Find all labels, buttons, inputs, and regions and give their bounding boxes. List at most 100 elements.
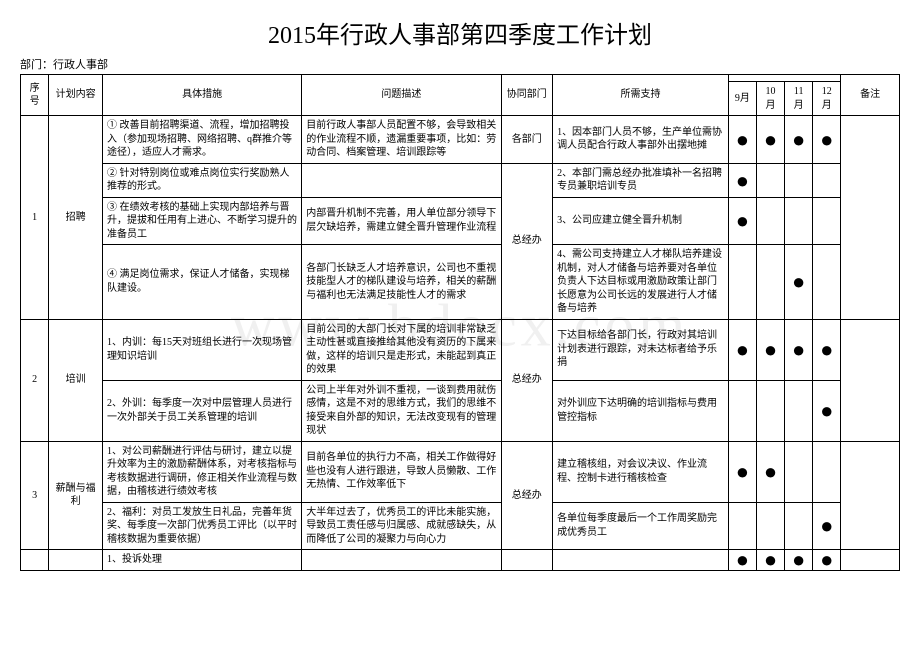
table-row: ③ 在绩效考核的基础上实现内部培养与晋升，提拔和任用有上进心、不断学习提升的准备…	[21, 197, 900, 245]
measure-cell: ② 针对特别岗位或难点岗位实行奖励熟人推荐的形式。	[103, 163, 302, 197]
month-cell: ●	[813, 319, 841, 380]
problem-cell: 内部晋升机制不完善，用人单位部分领导下层欠缺培养，需建立健全晋升管理作业流程	[302, 197, 501, 245]
problem-cell	[302, 163, 501, 197]
measure-cell: 1、内训：每15天对班组长进行一次现场管理知识培训	[103, 319, 302, 380]
month-cell: ●	[756, 550, 784, 571]
th-coop: 协同部门	[501, 75, 553, 116]
problem-cell: 目前各单位的执行力不高，相关工作做得好些也没有人进行跟进，导致人员懒散、工作无热…	[302, 441, 501, 502]
support-cell: 下达目标给各部门长，行政对其培训计划表进行跟踪，对未达标者给予乐捐	[553, 319, 729, 380]
month-cell	[756, 380, 784, 441]
measure-cell: ③ 在绩效考核的基础上实现内部培养与晋升，提拔和任用有上进心、不断学习提升的准备…	[103, 197, 302, 245]
coop-cell: 各部门	[501, 116, 553, 164]
table-row: ④ 满足岗位需求，保证人才储备，实现梯队建设。各部门长缺乏人才培养意识，公司也不…	[21, 245, 900, 320]
month-cell	[813, 163, 841, 197]
table-row: 2、外训：每季度一次对中层管理人员进行一次外部关于员工关系管理的培训公司上半年对…	[21, 380, 900, 441]
table-row: 1、投诉处理●●●●	[21, 550, 900, 571]
coop-cell: 总经办	[501, 441, 553, 550]
table-row: 2、福利：对员工发放生日礼品，完善年货奖、每季度一次部门优秀员工评比（以平时稽核…	[21, 502, 900, 550]
month-cell	[756, 163, 784, 197]
plan-cell: 薪酬与福利	[49, 441, 103, 550]
th-support: 所需支持	[553, 75, 729, 116]
table-row: 1招聘① 改善目前招聘渠道、流程，增加招聘投入（参加现场招聘、网络招聘、q群推介…	[21, 116, 900, 164]
th-m9: 9月	[728, 82, 756, 116]
month-cell: ●	[785, 116, 813, 164]
table-row: 3薪酬与福利1、对公司薪酬进行评估与研讨，建立以提升效率为主的激励薪酬体系，对考…	[21, 441, 900, 502]
month-cell	[813, 441, 841, 502]
month-cell	[728, 380, 756, 441]
seq-cell: 1	[21, 116, 49, 320]
th-m11: 11月	[785, 82, 813, 116]
month-cell: ●	[728, 441, 756, 502]
month-cell: ●	[785, 319, 813, 380]
support-cell	[553, 550, 729, 571]
th-note: 备注	[841, 75, 900, 116]
plan-cell	[49, 550, 103, 571]
month-cell: ●	[756, 319, 784, 380]
measure-cell: ① 改善目前招聘渠道、流程，增加招聘投入（参加现场招聘、网络招聘、q群推介等途径…	[103, 116, 302, 164]
th-months-group	[728, 75, 841, 82]
month-cell	[785, 380, 813, 441]
table-row: ② 针对特别岗位或难点岗位实行奖励熟人推荐的形式。总经办2、本部门需总经办批准填…	[21, 163, 900, 197]
measure-cell: 1、对公司薪酬进行评估与研讨，建立以提升效率为主的激励薪酬体系，对考核指标与考核…	[103, 441, 302, 502]
month-cell	[785, 441, 813, 502]
coop-cell: 总经办	[501, 319, 553, 441]
plan-cell: 招聘	[49, 116, 103, 320]
page-title: 2015年行政人事部第四季度工作计划	[20, 15, 900, 50]
problem-cell: 目前行政人事部人员配置不够，会导致相关的作业流程不顺，遗漏重要事项，比如：劳动合…	[302, 116, 501, 164]
seq-cell: 2	[21, 319, 49, 441]
month-cell: ●	[813, 116, 841, 164]
th-plan: 计划内容	[49, 75, 103, 116]
month-cell: ●	[813, 380, 841, 441]
problem-cell: 目前公司的大部门长对下属的培训非常缺乏主动性甚或直接推给其他没有资历的下属来做，…	[302, 319, 501, 380]
note-cell	[841, 550, 900, 571]
plan-cell: 培训	[49, 319, 103, 441]
month-cell: ●	[756, 116, 784, 164]
th-measure: 具体措施	[103, 75, 302, 116]
plan-table: 序号 计划内容 具体措施 问题描述 协同部门 所需支持 备注 9月 10月 11…	[20, 74, 900, 571]
month-cell: ●	[728, 116, 756, 164]
seq-cell	[21, 550, 49, 571]
table-row: 2培训1、内训：每15天对班组长进行一次现场管理知识培训目前公司的大部门长对下属…	[21, 319, 900, 380]
measure-cell: 2、外训：每季度一次对中层管理人员进行一次外部关于员工关系管理的培训	[103, 380, 302, 441]
coop-cell	[501, 550, 553, 571]
problem-cell: 大半年过去了，优秀员工的评比未能实施，导致员工责任感与归属感、成就感缺失，从而降…	[302, 502, 501, 550]
problem-cell	[302, 550, 501, 571]
problem-cell: 公司上半年对外训不重视，一谈到费用就伤感情，这是不对的思维方式，我们的思维不接受…	[302, 380, 501, 441]
th-seq: 序号	[21, 75, 49, 116]
month-cell	[785, 197, 813, 245]
measure-cell: ④ 满足岗位需求，保证人才储备，实现梯队建设。	[103, 245, 302, 320]
month-cell: ●	[785, 245, 813, 320]
note-cell	[841, 116, 900, 320]
support-cell: 4、需公司支持建立人才梯队培养建设机制，对人才储备与培养要对各单位负责人下达目标…	[553, 245, 729, 320]
dept-label: 部门：行政人事部	[20, 56, 900, 72]
seq-cell: 3	[21, 441, 49, 550]
th-m12: 12月	[813, 82, 841, 116]
support-cell: 对外训应下达明确的培训指标与费用管控指标	[553, 380, 729, 441]
month-cell: ●	[813, 550, 841, 571]
month-cell: ●	[756, 441, 784, 502]
support-cell: 3、公司应建立健全晋升机制	[553, 197, 729, 245]
month-cell: ●	[813, 502, 841, 550]
note-cell	[841, 319, 900, 441]
support-cell: 各单位每季度最后一个工作周奖励完成优秀员工	[553, 502, 729, 550]
table-header: 序号 计划内容 具体措施 问题描述 协同部门 所需支持 备注 9月 10月 11…	[21, 75, 900, 116]
table-body: 1招聘① 改善目前招聘渠道、流程，增加招聘投入（参加现场招聘、网络招聘、q群推介…	[21, 116, 900, 571]
measure-cell: 1、投诉处理	[103, 550, 302, 571]
month-cell: ●	[728, 319, 756, 380]
month-cell: ●	[728, 550, 756, 571]
month-cell	[756, 245, 784, 320]
month-cell: ●	[785, 550, 813, 571]
month-cell	[728, 502, 756, 550]
support-cell: 1、因本部门人员不够，生产单位需协调人员配合行政人事部外出摆地摊	[553, 116, 729, 164]
support-cell: 建立稽核组，对会议决议、作业流程、控制卡进行稽核检查	[553, 441, 729, 502]
month-cell	[785, 163, 813, 197]
measure-cell: 2、福利：对员工发放生日礼品，完善年货奖、每季度一次部门优秀员工评比（以平时稽核…	[103, 502, 302, 550]
coop-cell: 总经办	[501, 163, 553, 319]
th-problem: 问题描述	[302, 75, 501, 116]
month-cell	[813, 245, 841, 320]
month-cell	[785, 502, 813, 550]
month-cell: ●	[728, 197, 756, 245]
th-m10: 10月	[756, 82, 784, 116]
note-cell	[841, 441, 900, 550]
month-cell: ●	[728, 163, 756, 197]
